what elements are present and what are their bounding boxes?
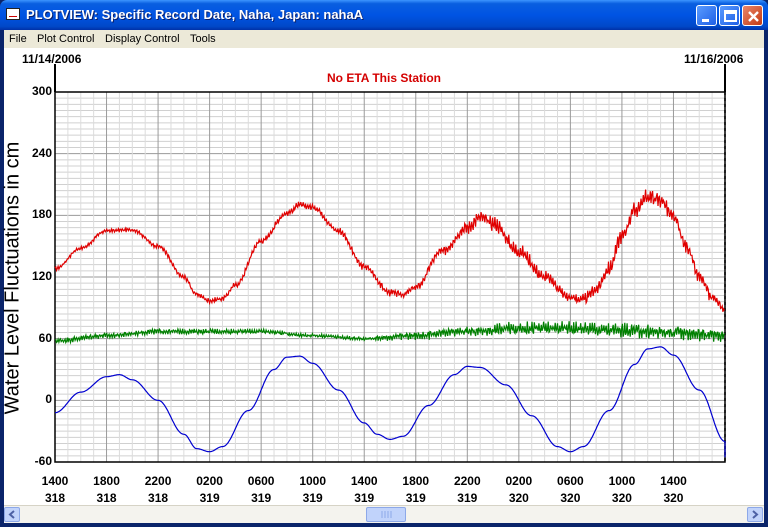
close-button[interactable] [742,5,763,26]
x-tick-day: 319 [354,491,375,505]
menu-display-control[interactable]: Display Control [105,33,180,45]
x-tick-time: 1800 [402,474,430,488]
x-tick-day: 318 [96,491,117,505]
x-tick-day: 319 [302,491,323,505]
x-tick-day: 318 [44,491,66,505]
x-tick-day: 319 [251,491,272,505]
y-tick-label: 180 [31,207,52,222]
scroll-left-button[interactable] [4,507,20,522]
x-tick-day: 320 [560,491,581,505]
x-tick-day: 320 [611,491,632,505]
title-bar[interactable]: PLOTVIEW: Specific Record Date, Naha, Ja… [0,0,768,30]
scroll-right-button[interactable] [747,507,763,522]
series-line-1 [54,321,726,345]
window-title: PLOTVIEW: Specific Record Date, Naha, Ja… [26,7,364,22]
water-level-chart [54,64,726,463]
maximize-icon [724,10,737,22]
app-icon [6,8,20,20]
arrow-right-icon [752,510,759,519]
y-tick-label: 240 [31,145,52,160]
x-tick-day: 320 [508,491,529,505]
x-tick-time: 1000 [608,474,636,488]
menu-file[interactable]: File [9,33,27,45]
scroll-thumb[interactable] [366,507,406,522]
grip-icon [381,511,392,518]
x-tick-time: 1800 [93,474,120,488]
x-tick-time: 0600 [557,474,584,488]
plot-border [54,91,726,463]
client-area: File Plot Control Display Control Tools … [2,30,764,523]
x-tick-time: 2200 [144,474,172,488]
menu-tools[interactable]: Tools [190,33,216,45]
x-tick-day: 319 [405,491,426,505]
start-date-label: 11/14/2006 [22,52,82,66]
y-tick-label: 120 [31,269,52,283]
y-tick-label: -60 [34,454,52,468]
x-tick-time: 1400 [660,474,687,488]
x-tick-time: 2200 [453,474,481,488]
x-tick-day: 320 [663,491,684,505]
status-message: No ETA This Station [327,71,441,85]
maximize-button[interactable] [719,5,740,26]
x-tick-time: 1000 [299,474,327,488]
x-tick-time: 1400 [350,474,378,488]
x-tick-day: 319 [457,491,478,505]
series-line-0 [54,189,726,312]
y-tick-label: 300 [31,84,52,98]
minimize-button[interactable] [696,5,717,26]
y-tick-label: 0 [45,392,52,407]
x-tick-time: 0200 [505,474,533,488]
close-icon [748,11,759,22]
x-tick-day: 319 [199,491,220,505]
minimize-icon [702,19,709,22]
arrow-left-icon [8,510,15,519]
x-tick-day: 318 [148,491,169,505]
menu-plot-control[interactable]: Plot Control [37,33,95,45]
menu-bar: File Plot Control Display Control Tools [4,30,764,48]
x-tick-time: 1400 [41,474,69,488]
horizontal-scrollbar[interactable] [4,505,764,523]
end-date-label: 11/16/2006 [684,52,744,66]
x-tick-time: 0600 [247,474,275,488]
series-line-2 [54,346,726,458]
y-tick-label: 60 [38,330,52,345]
x-tick-time: 0200 [196,474,223,488]
